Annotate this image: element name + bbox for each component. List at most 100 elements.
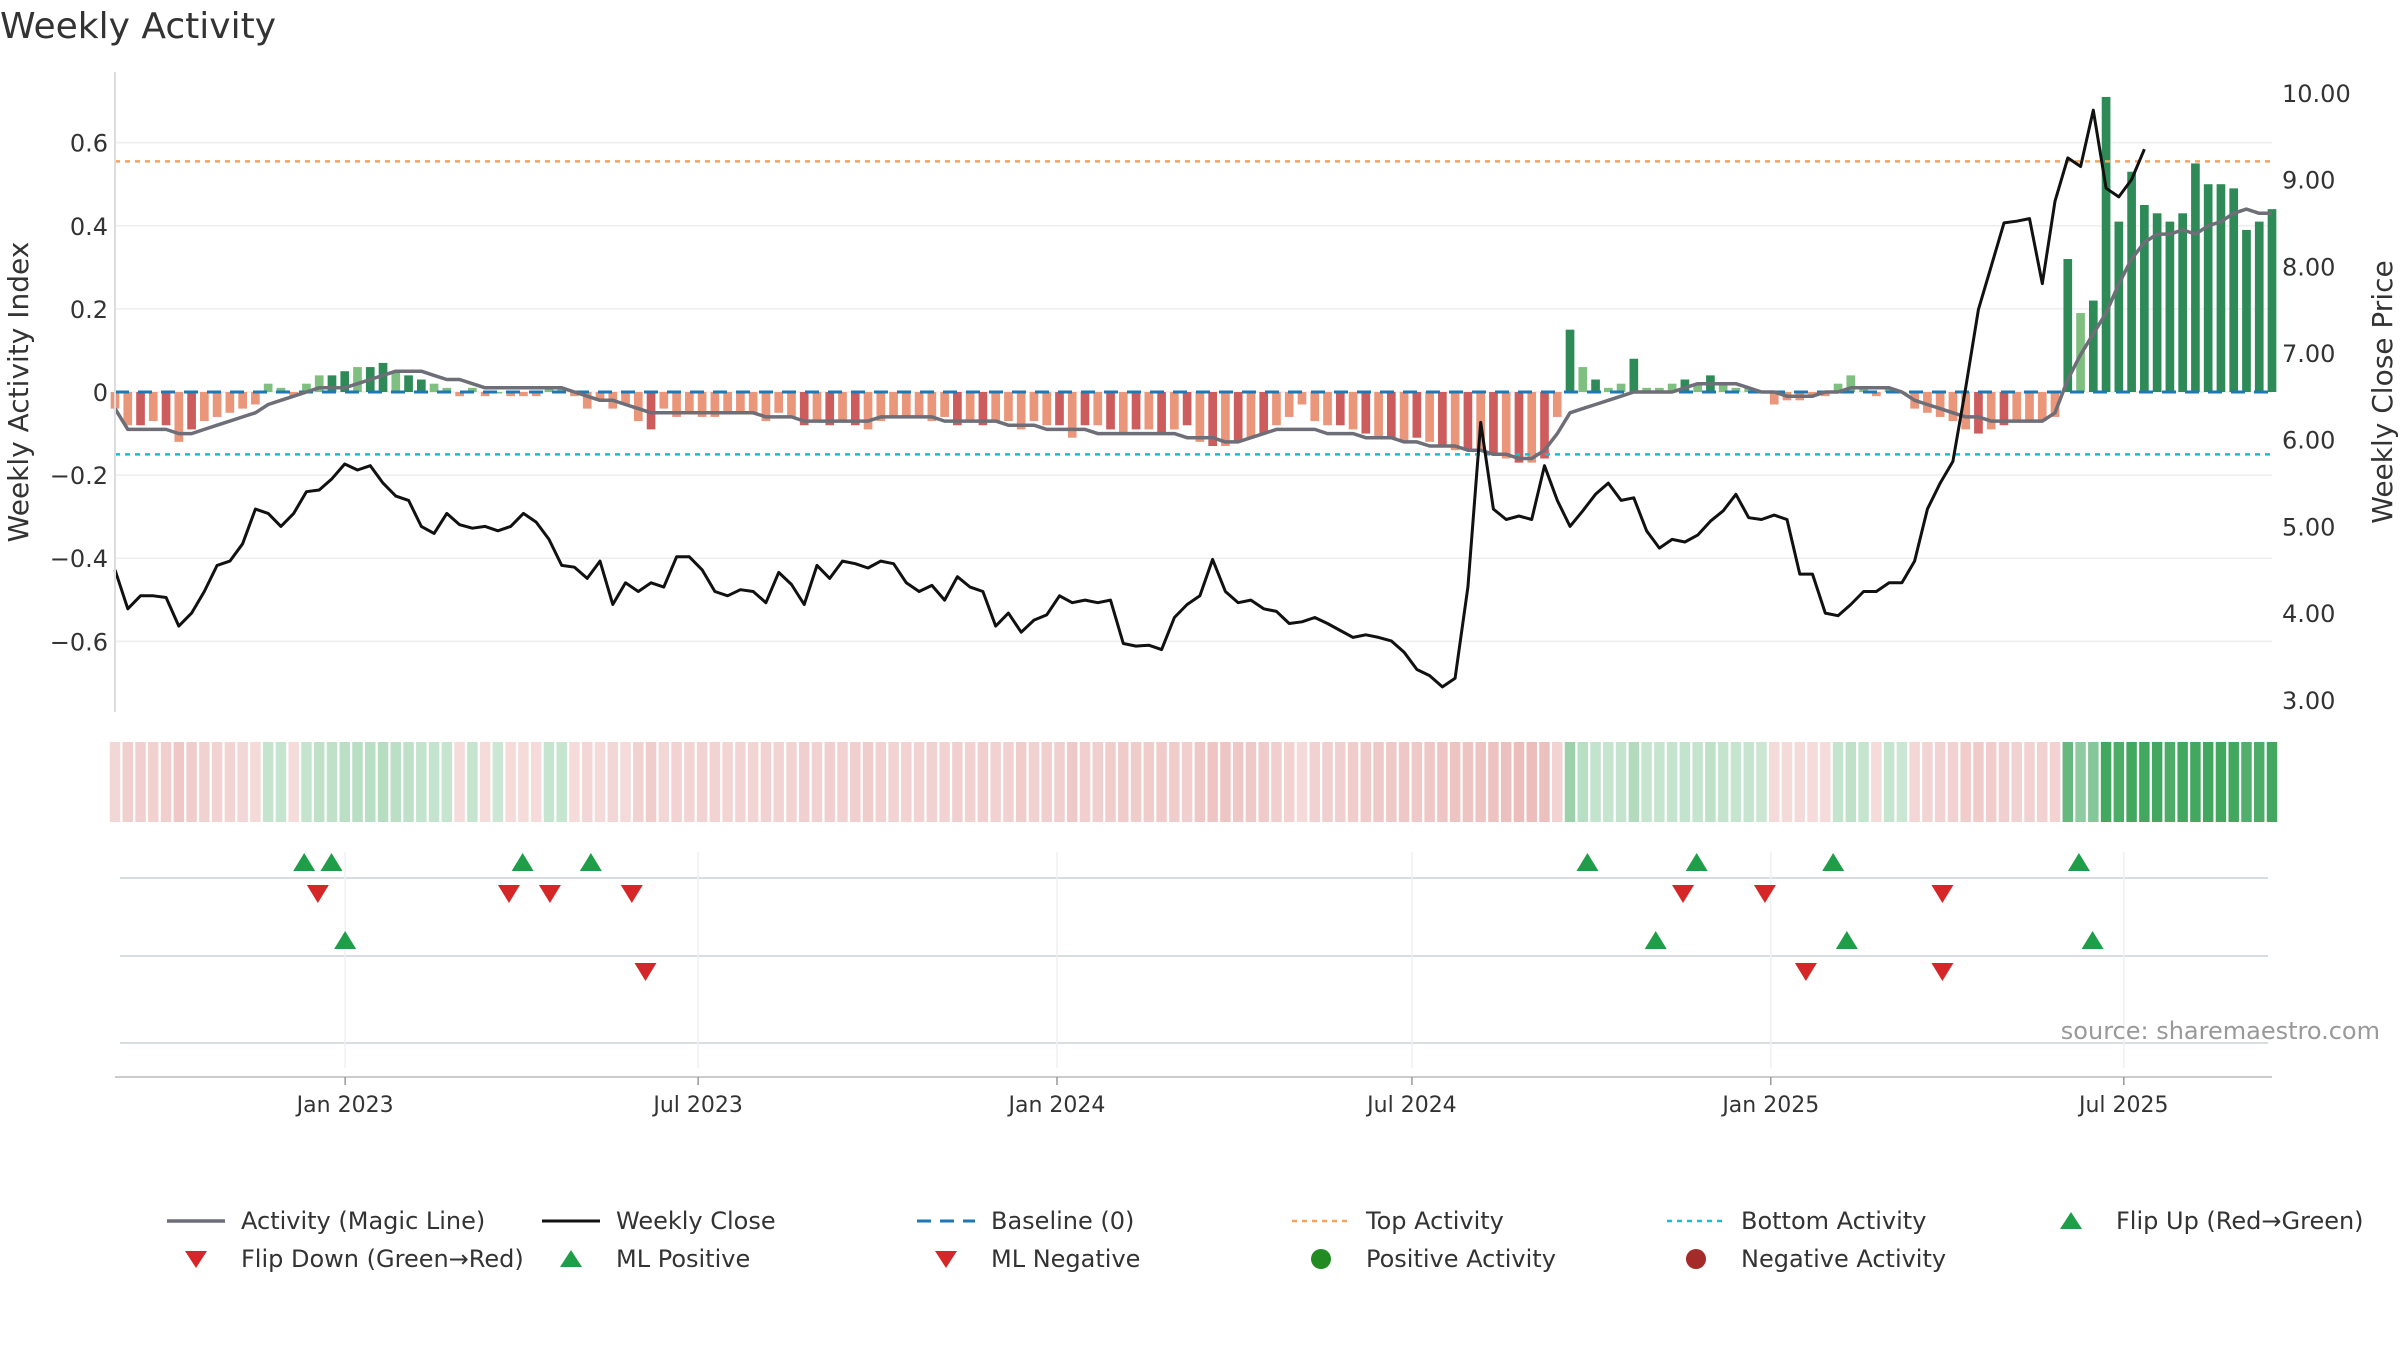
strip-cell [837,742,848,822]
strip-cell [160,742,172,822]
activity-bar [646,392,656,430]
activity-bar [1923,392,1932,413]
activity-bar [1412,392,1422,438]
legend-item: Bottom Activity [1665,1202,1926,1240]
axes: 0.6 0.4 0.2 0 −0.2 −0.4 −0.6 10.00 9.00 8.00 7.00 6… [2,72,2399,715]
strip-cell [582,742,593,822]
activity-bar [1693,383,1702,392]
flip-up-marker [1822,853,1845,871]
ml-negative-marker [1794,963,1817,981]
flip-up-marker [1685,853,1708,871]
strip-cell [913,742,925,822]
strip-cell [811,742,823,822]
activity-bar [2127,171,2136,392]
strip-cell [1130,742,1142,822]
y2-tick-label: 5.00 [2282,513,2335,541]
activity-bar [1131,392,1141,430]
activity-bar [1182,392,1192,426]
gray-line-icon [167,1219,225,1223]
activity-bar [519,392,528,397]
strip-cell [1603,742,1614,822]
strip-cell [479,742,491,822]
activity-bar [799,392,809,426]
activity-bar [238,392,247,409]
strip-cell [1360,742,1372,822]
activity-bar [1195,392,1205,442]
strip-cell [1079,742,1091,822]
activity-bar [174,392,184,442]
activity-bar [1616,383,1626,392]
strip-cell [1526,742,1537,822]
activity-bar [1961,392,1971,430]
strip-cell [1985,742,1997,822]
strip-cell [1067,742,1078,822]
activity-bar [2063,259,2073,392]
activity-bar [136,392,145,426]
legend-label: Flip Up (Red→Green) [2116,1207,2364,1235]
activity-bar [1259,392,1269,434]
legend-label: Weekly Close [616,1207,776,1235]
activity-bar [1501,392,1511,459]
strip-cell [1462,742,1474,822]
flip-down-marker [1672,885,1695,903]
activity-bar [2165,221,2175,392]
activity-bar [187,392,196,430]
activity-bar [1744,387,1754,392]
activity-bar [340,371,350,392]
strip-cell [211,742,223,822]
activity-bar [1718,383,1728,392]
red-triangle-down-icon [935,1251,957,1268]
activity-bar [876,392,886,422]
activity-bar [200,392,209,422]
y2-tick-label: 9.00 [2282,167,2335,195]
strip-cell [543,742,555,822]
activity-bar [2242,229,2251,392]
strip-cell [1615,742,1627,822]
activity-bar [1272,392,1281,426]
activity-bar [1157,392,1166,434]
strip-cell [1564,742,1576,822]
legend-label: Bottom Activity [1741,1207,1927,1235]
activity-bar [1425,392,1434,442]
activity-bar [1527,392,1537,463]
activity-bar [1655,387,1664,392]
strip-cell [939,742,950,822]
strip-cell [1181,742,1193,822]
activity-bar [978,392,988,426]
activity-bar [863,392,873,430]
strip-cell [773,742,784,822]
legend-label: Flip Down (Green→Red) [241,1245,524,1273]
magic-line [113,207,2272,461]
strip-cell [428,742,440,822]
activity-bar [1374,392,1383,438]
activity-bar [2037,392,2047,422]
strip-cell [492,742,504,822]
strip-cell [1054,742,1065,822]
strip-cell [1998,742,2010,822]
strip-cell [1488,742,1499,822]
activity-bar [850,392,860,426]
activity-bar [761,392,771,422]
legend-label: Positive Activity [1366,1245,1556,1273]
strip-cell [1335,742,1346,822]
strip-cell [1041,742,1052,822]
strip-cell [607,742,619,822]
strip-cell [1756,742,1767,822]
strip-cell [684,742,695,822]
strip-cell [1092,742,1104,822]
strip-cell [2151,742,2163,822]
strip-cell [313,742,325,822]
activity-bar [1603,387,1613,392]
activity-bar [1935,392,1945,417]
flip-down-marker [538,885,561,903]
strip-cell [301,742,312,822]
activity-bar [965,392,975,422]
legend-item: Positive Activity [1290,1240,1556,1278]
activity-bar [787,392,796,417]
activity-bar [1399,392,1409,442]
activity-bar [1233,392,1243,442]
strip-cell [1781,742,1793,822]
red-triangle-down-icon [185,1251,207,1268]
strip-cell [1118,742,1129,822]
strip-cell [1692,742,1703,822]
